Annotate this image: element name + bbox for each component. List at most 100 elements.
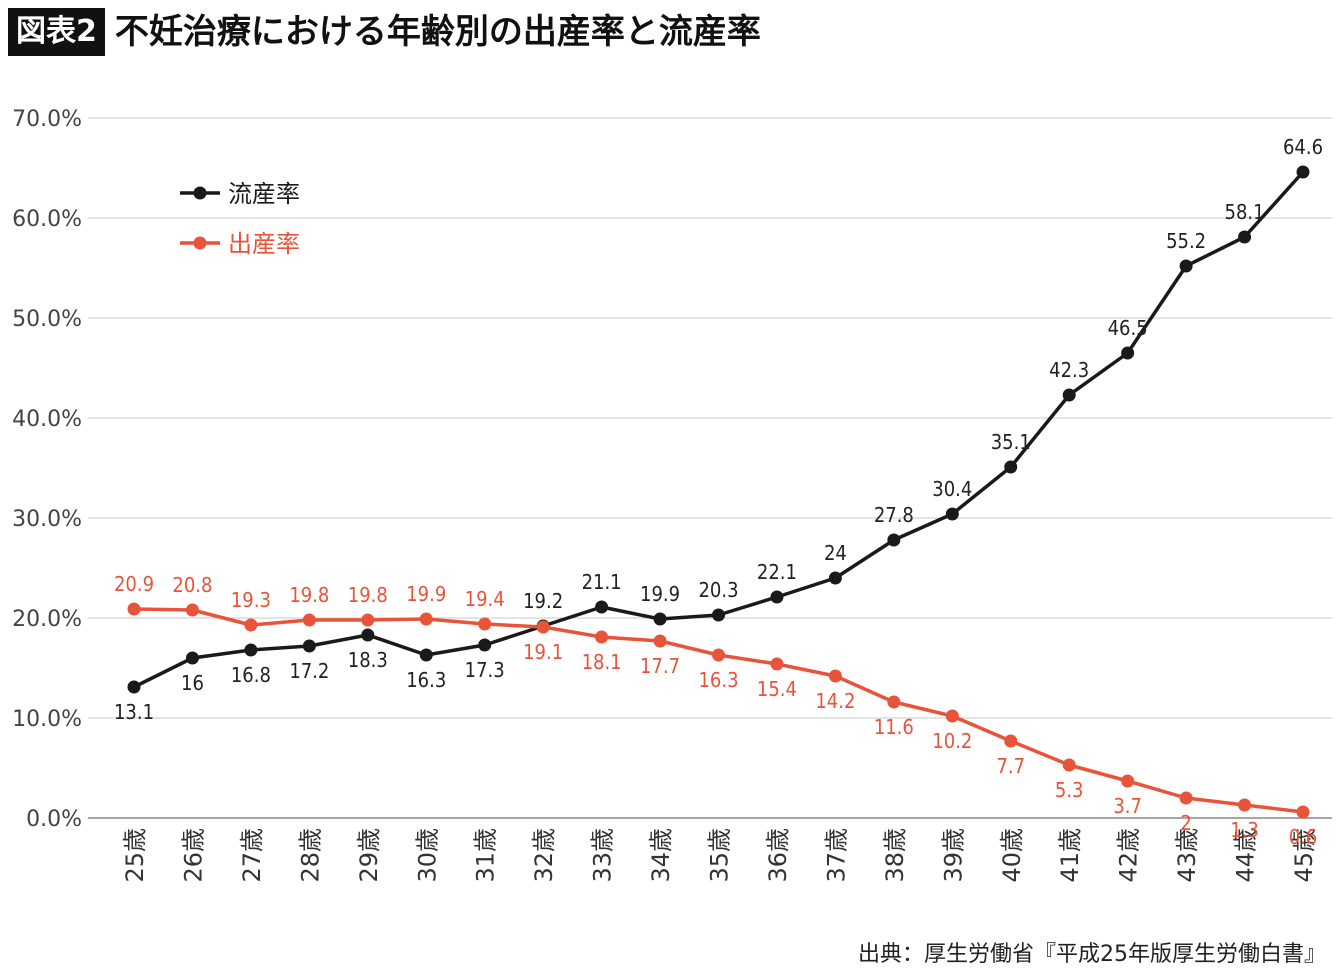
birth-rate-label: 19.1 bbox=[523, 640, 563, 664]
birth-rate-point bbox=[595, 630, 609, 644]
miscarriage-rate-label: 55.2 bbox=[1166, 229, 1206, 253]
birth-rate-label: 19.8 bbox=[348, 583, 388, 607]
birth-rate-label: 1.3 bbox=[1230, 818, 1259, 842]
birth-rate-point bbox=[1004, 734, 1018, 748]
x-tick-label: 42歳 bbox=[1115, 828, 1143, 883]
miscarriage-rate-label: 21.1 bbox=[582, 570, 622, 594]
chart-title: 不妊治療における年齢別の出産率と流産率 bbox=[114, 12, 761, 52]
miscarriage-rate-point bbox=[828, 571, 842, 585]
birth-rate-label: 19.9 bbox=[406, 582, 446, 606]
miscarriage-rate-point bbox=[302, 639, 316, 653]
miscarriage-rate-point bbox=[1296, 165, 1310, 179]
birth-rate-label: 18.1 bbox=[582, 650, 622, 674]
birth-rate-label: 2 bbox=[1180, 811, 1191, 835]
miscarriage-rate-point bbox=[1179, 259, 1193, 273]
miscarriage-rate-point bbox=[712, 608, 725, 622]
miscarriage-rate-point bbox=[419, 648, 433, 662]
miscarriage-rate-label: 22.1 bbox=[757, 560, 797, 584]
x-tick-label: 39歳 bbox=[939, 828, 967, 883]
birth-rate-point bbox=[1296, 805, 1310, 819]
miscarriage-rate-label: 18.3 bbox=[348, 648, 388, 672]
figure-badge: 図表2 bbox=[8, 8, 105, 56]
y-tick-label: 20.0% bbox=[12, 607, 82, 632]
legend-label: 流産率 bbox=[228, 180, 300, 208]
birth-rate-point bbox=[185, 603, 199, 617]
birth-rate-point bbox=[1179, 791, 1193, 805]
birth-rate-point bbox=[1062, 758, 1076, 772]
birth-rate-label: 20.9 bbox=[114, 572, 154, 596]
miscarriage-rate-label: 17.2 bbox=[289, 659, 329, 683]
miscarriage-rate-point bbox=[1121, 346, 1135, 360]
miscarriage-rate-point bbox=[185, 651, 199, 665]
x-tick-label: 44歳 bbox=[1232, 828, 1260, 883]
x-tick-label: 32歳 bbox=[530, 828, 558, 883]
birth-rate-label: 3.7 bbox=[1113, 794, 1142, 818]
birth-rate-label: 10.2 bbox=[932, 729, 972, 753]
birth-rate-point bbox=[653, 634, 667, 648]
miscarriage-rate-point bbox=[1004, 460, 1018, 474]
birth-rate-label: 19.4 bbox=[465, 587, 505, 611]
miscarriage-rate-point bbox=[361, 628, 375, 642]
legend-marker bbox=[193, 186, 207, 200]
miscarriage-rate-label: 46.5 bbox=[1108, 316, 1148, 340]
x-tick-label: 36歳 bbox=[764, 828, 792, 883]
miscarriage-rate-label: 42.3 bbox=[1049, 358, 1089, 382]
birth-rate-label: 5.3 bbox=[1055, 778, 1084, 802]
birth-rate-point bbox=[419, 612, 433, 626]
birth-rate-point bbox=[361, 613, 375, 627]
birth-rate-point bbox=[1238, 798, 1252, 812]
birth-rate-point bbox=[828, 669, 842, 683]
birth-rate-label: 11.6 bbox=[874, 715, 914, 739]
birth-rate-point bbox=[770, 657, 784, 671]
legend-label: 出産率 bbox=[228, 230, 300, 258]
y-tick-label: 70.0% bbox=[12, 107, 82, 132]
miscarriage-rate-label: 19.2 bbox=[523, 589, 563, 613]
x-tick-label: 29歳 bbox=[355, 828, 383, 883]
y-tick-label: 10.0% bbox=[12, 707, 82, 732]
x-tick-label: 27歳 bbox=[238, 828, 266, 883]
y-tick-label: 30.0% bbox=[12, 507, 82, 532]
miscarriage-rate-label: 35.1 bbox=[991, 430, 1031, 454]
x-tick-label: 25歳 bbox=[121, 828, 149, 883]
birth-rate-point bbox=[478, 617, 492, 631]
y-tick-label: 0.0% bbox=[26, 807, 82, 832]
x-tick-label: 34歳 bbox=[647, 828, 675, 883]
miscarriage-rate-label: 30.4 bbox=[932, 477, 972, 501]
legend-marker bbox=[193, 236, 207, 250]
birth-rate-label: 7.7 bbox=[996, 754, 1025, 778]
chart-header: 図表2 不妊治療における年齢別の出産率と流産率 bbox=[8, 8, 761, 56]
miscarriage-rate-label: 64.6 bbox=[1283, 135, 1323, 159]
x-tick-label: 30歳 bbox=[413, 828, 441, 883]
birth-rate-point bbox=[945, 709, 959, 723]
birth-rate-label: 16.3 bbox=[698, 668, 738, 692]
birth-rate-point bbox=[127, 602, 141, 616]
miscarriage-rate-label: 19.9 bbox=[640, 582, 680, 606]
birth-rate-label: 15.4 bbox=[757, 677, 797, 701]
miscarriage-rate-point bbox=[1238, 230, 1252, 244]
x-tick-label: 41歳 bbox=[1056, 828, 1084, 883]
y-tick-label: 50.0% bbox=[12, 307, 82, 332]
miscarriage-rate-label: 24 bbox=[824, 541, 847, 565]
miscarriage-rate-label: 16.3 bbox=[406, 668, 446, 692]
miscarriage-rate-label: 27.8 bbox=[874, 503, 914, 527]
birth-rate-point bbox=[712, 648, 725, 662]
birth-rate-label: 14.2 bbox=[815, 689, 855, 713]
y-tick-label: 40.0% bbox=[12, 407, 82, 432]
x-tick-label: 37歳 bbox=[822, 828, 850, 883]
birth-rate-point bbox=[887, 695, 901, 709]
x-tick-label: 33歳 bbox=[589, 828, 617, 883]
miscarriage-rate-point bbox=[1062, 388, 1076, 402]
miscarriage-rate-label: 58.1 bbox=[1225, 200, 1265, 224]
birth-rate-point bbox=[536, 620, 550, 634]
x-tick-label: 40歳 bbox=[998, 828, 1026, 883]
x-tick-label: 43歳 bbox=[1173, 828, 1201, 883]
x-tick-label: 45歳 bbox=[1290, 828, 1318, 883]
x-tick-label: 28歳 bbox=[296, 828, 324, 883]
miscarriage-rate-point bbox=[945, 507, 959, 521]
miscarriage-rate-point bbox=[127, 680, 141, 694]
y-tick-label: 60.0% bbox=[12, 207, 82, 232]
miscarriage-rate-point bbox=[887, 533, 901, 547]
birth-rate-point bbox=[244, 618, 258, 632]
miscarriage-rate-point bbox=[244, 643, 258, 657]
x-tick-label: 31歳 bbox=[472, 828, 500, 883]
